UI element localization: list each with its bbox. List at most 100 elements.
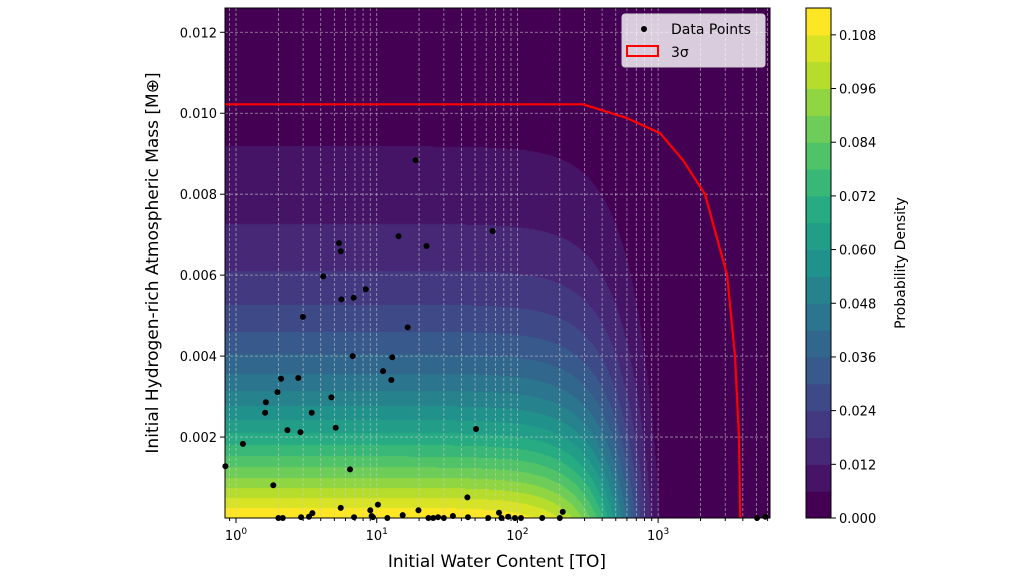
data-point (320, 273, 327, 280)
data-point (367, 507, 374, 514)
legend-point-marker (641, 26, 647, 32)
colorbar-frame (805, 7, 832, 519)
data-point (362, 286, 369, 293)
data-point (350, 294, 357, 301)
colorbar-tick-label: 0.084 (839, 136, 876, 151)
data-point (295, 374, 302, 381)
colorbar-band (806, 169, 831, 197)
density-contour-fill (225, 8, 770, 518)
y-tick-label: 0.002 (180, 431, 217, 446)
colorbar-tick-label: 0.060 (839, 244, 876, 259)
data-point (278, 375, 285, 382)
data-point (559, 508, 566, 515)
data-point (404, 324, 411, 331)
colorbar-band (806, 491, 831, 519)
data-point (297, 429, 304, 436)
colorbar-ticks: 0.000 0.012 0.024 0.036 0.048 0.060 0.072 0.084… (831, 29, 876, 527)
data-point (412, 157, 419, 164)
x-axis-ticks: 100 101 102 103 (225, 518, 769, 544)
data-point (489, 228, 496, 235)
colorbar-band (806, 115, 831, 143)
grid-lines (225, 8, 770, 518)
y-axis-ticks: 0.002 0.004 0.006 0.008 0.010 0.012 (180, 26, 225, 446)
colorbar-band (806, 142, 831, 170)
legend-label-data-points: Data Points (671, 22, 751, 38)
y-tick-label: 0.010 (180, 107, 217, 122)
data-point (299, 313, 306, 320)
data-point (388, 376, 395, 383)
colorbar (806, 8, 831, 519)
data-point (380, 368, 387, 375)
data-point (337, 248, 344, 255)
data-point (395, 233, 402, 240)
data-point (270, 482, 277, 489)
data-point (337, 504, 344, 511)
data-point (423, 243, 430, 249)
data-point (496, 509, 503, 516)
data-point (274, 389, 281, 396)
data-point (415, 507, 422, 514)
data-point (284, 427, 291, 434)
y-axis-label: Initial Hydrogen-rich Atmospheric Mass [… (143, 72, 163, 453)
y-tick-label: 0.012 (180, 26, 217, 41)
data-point (298, 514, 305, 521)
data-point (351, 514, 358, 521)
colorbar-tick-label: 0.012 (839, 458, 876, 473)
colorbar-band (806, 8, 831, 36)
colorbar-band (806, 464, 831, 492)
data-point (336, 240, 343, 247)
colorbar-band (806, 303, 831, 331)
data-point (505, 513, 512, 520)
colorbar-band (806, 34, 831, 63)
colorbar-band (806, 61, 831, 90)
data-point (328, 394, 335, 401)
colorbar-band (806, 249, 831, 277)
colorbar-tick-label: 0.108 (839, 29, 876, 44)
colorbar-band (806, 356, 831, 385)
data-point (262, 409, 269, 416)
colorbar-tick-label: 0.096 (839, 83, 876, 98)
data-point (347, 466, 354, 473)
data-point (308, 409, 315, 416)
colorbar-band (806, 383, 831, 412)
data-point (374, 501, 381, 508)
data-point (464, 494, 471, 501)
y-tick-label: 0.008 (180, 188, 217, 203)
x-tick-label: 102 (506, 527, 528, 544)
data-point (389, 354, 396, 361)
x-tick-label: 103 (647, 527, 669, 544)
data-point (473, 425, 480, 432)
data-point (349, 353, 356, 360)
x-axis-label: Initial Water Content [TO] (388, 552, 606, 572)
colorbar-label: Probability Density (893, 197, 909, 329)
data-point (399, 512, 406, 519)
colorbar-band (806, 195, 831, 224)
plot-frame (224, 7, 771, 519)
legend-label-3sigma: 3σ (671, 45, 689, 61)
colorbar-band (806, 276, 831, 304)
y-tick-label: 0.004 (180, 350, 217, 365)
legend-sigma-patch (626, 45, 659, 57)
colorbar-tick-label: 0.000 (839, 512, 876, 527)
x-tick-label: 101 (366, 527, 388, 544)
colorbar-tick-label: 0.072 (839, 190, 876, 205)
data-point (239, 440, 246, 447)
colorbar-band (806, 410, 831, 438)
data-point (332, 424, 339, 431)
data-point (435, 514, 442, 521)
colorbar-band (806, 222, 831, 251)
sigma-curve (225, 103, 742, 519)
data-point (449, 512, 456, 519)
data-point (369, 514, 376, 521)
colorbar-tick-label: 0.048 (839, 297, 876, 312)
data-point (338, 296, 345, 303)
colorbar-tick-label: 0.036 (839, 351, 876, 366)
data-point (305, 513, 312, 520)
y-tick-label: 0.006 (180, 269, 217, 284)
colorbar-band (806, 88, 831, 116)
colorbar-tick-label: 0.024 (839, 405, 876, 420)
data-point (262, 399, 269, 406)
colorbar-band (806, 330, 831, 358)
